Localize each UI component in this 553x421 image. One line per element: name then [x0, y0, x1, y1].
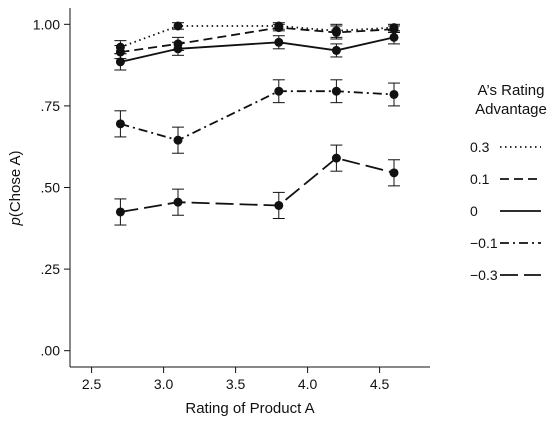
data-point — [331, 45, 341, 55]
legend-label: −0.1 — [470, 235, 498, 251]
series-lines-group — [120, 25, 395, 213]
x-axis-label: Rating of Product A — [185, 400, 314, 417]
series-line — [120, 36, 395, 63]
y-tick-label: .50 — [41, 180, 61, 196]
legend-items-group: 0.3 0.1 0 −0.1 −0.3 — [470, 139, 541, 283]
legend-label: −0.3 — [470, 267, 498, 283]
y-tick-label: .00 — [41, 343, 61, 359]
data-point — [173, 21, 183, 31]
data-point — [274, 86, 284, 96]
x-tick-label: 2.5 — [82, 376, 102, 392]
y-tick-label: .25 — [41, 261, 61, 277]
x-tick-label: 3.0 — [154, 376, 174, 392]
y-axis-label-rest: (Chose A) — [7, 150, 24, 217]
legend-title-line1: A’s Rating — [478, 82, 545, 99]
y-tick-label: 1.00 — [33, 16, 60, 32]
x-tick-label: 4.0 — [298, 376, 318, 392]
y-axis-label-italic: p — [7, 217, 24, 226]
series-line — [120, 25, 395, 49]
data-point — [173, 44, 183, 54]
legend-label: 0.3 — [470, 139, 490, 155]
data-point — [274, 23, 284, 33]
data-point — [173, 135, 183, 145]
data-point — [274, 37, 284, 47]
data-point — [115, 207, 125, 217]
data-point — [389, 168, 399, 178]
x-tick-label: 4.5 — [370, 376, 390, 392]
data-point — [115, 47, 125, 57]
data-point — [173, 197, 183, 207]
data-point — [274, 200, 284, 210]
legend: A’s Rating Advantage 0.3 0.1 0 −0.1 −0.3 — [470, 82, 547, 283]
data-point — [331, 86, 341, 96]
data-point — [389, 32, 399, 42]
y-tick-label: .75 — [41, 98, 61, 114]
legend-label: 0.1 — [470, 171, 490, 187]
x-tick-label: 3.5 — [226, 376, 246, 392]
data-points-group — [115, 21, 399, 217]
data-point — [331, 153, 341, 163]
data-point — [389, 89, 399, 99]
legend-title-line2: Advantage — [475, 101, 547, 118]
x-ticks-group: 2.5 3.0 3.5 4.0 4.5 — [82, 367, 390, 392]
data-point — [331, 27, 341, 37]
y-ticks-group: .00 .25 .50 .75 1.00 — [33, 16, 70, 359]
y-axis-label: p(Chose A) — [7, 150, 24, 226]
data-point — [389, 24, 399, 34]
series-line — [120, 90, 395, 142]
series-line — [120, 157, 395, 213]
data-point — [115, 57, 125, 67]
legend-label: 0 — [470, 203, 478, 219]
series-line — [120, 26, 395, 53]
data-point — [115, 119, 125, 129]
